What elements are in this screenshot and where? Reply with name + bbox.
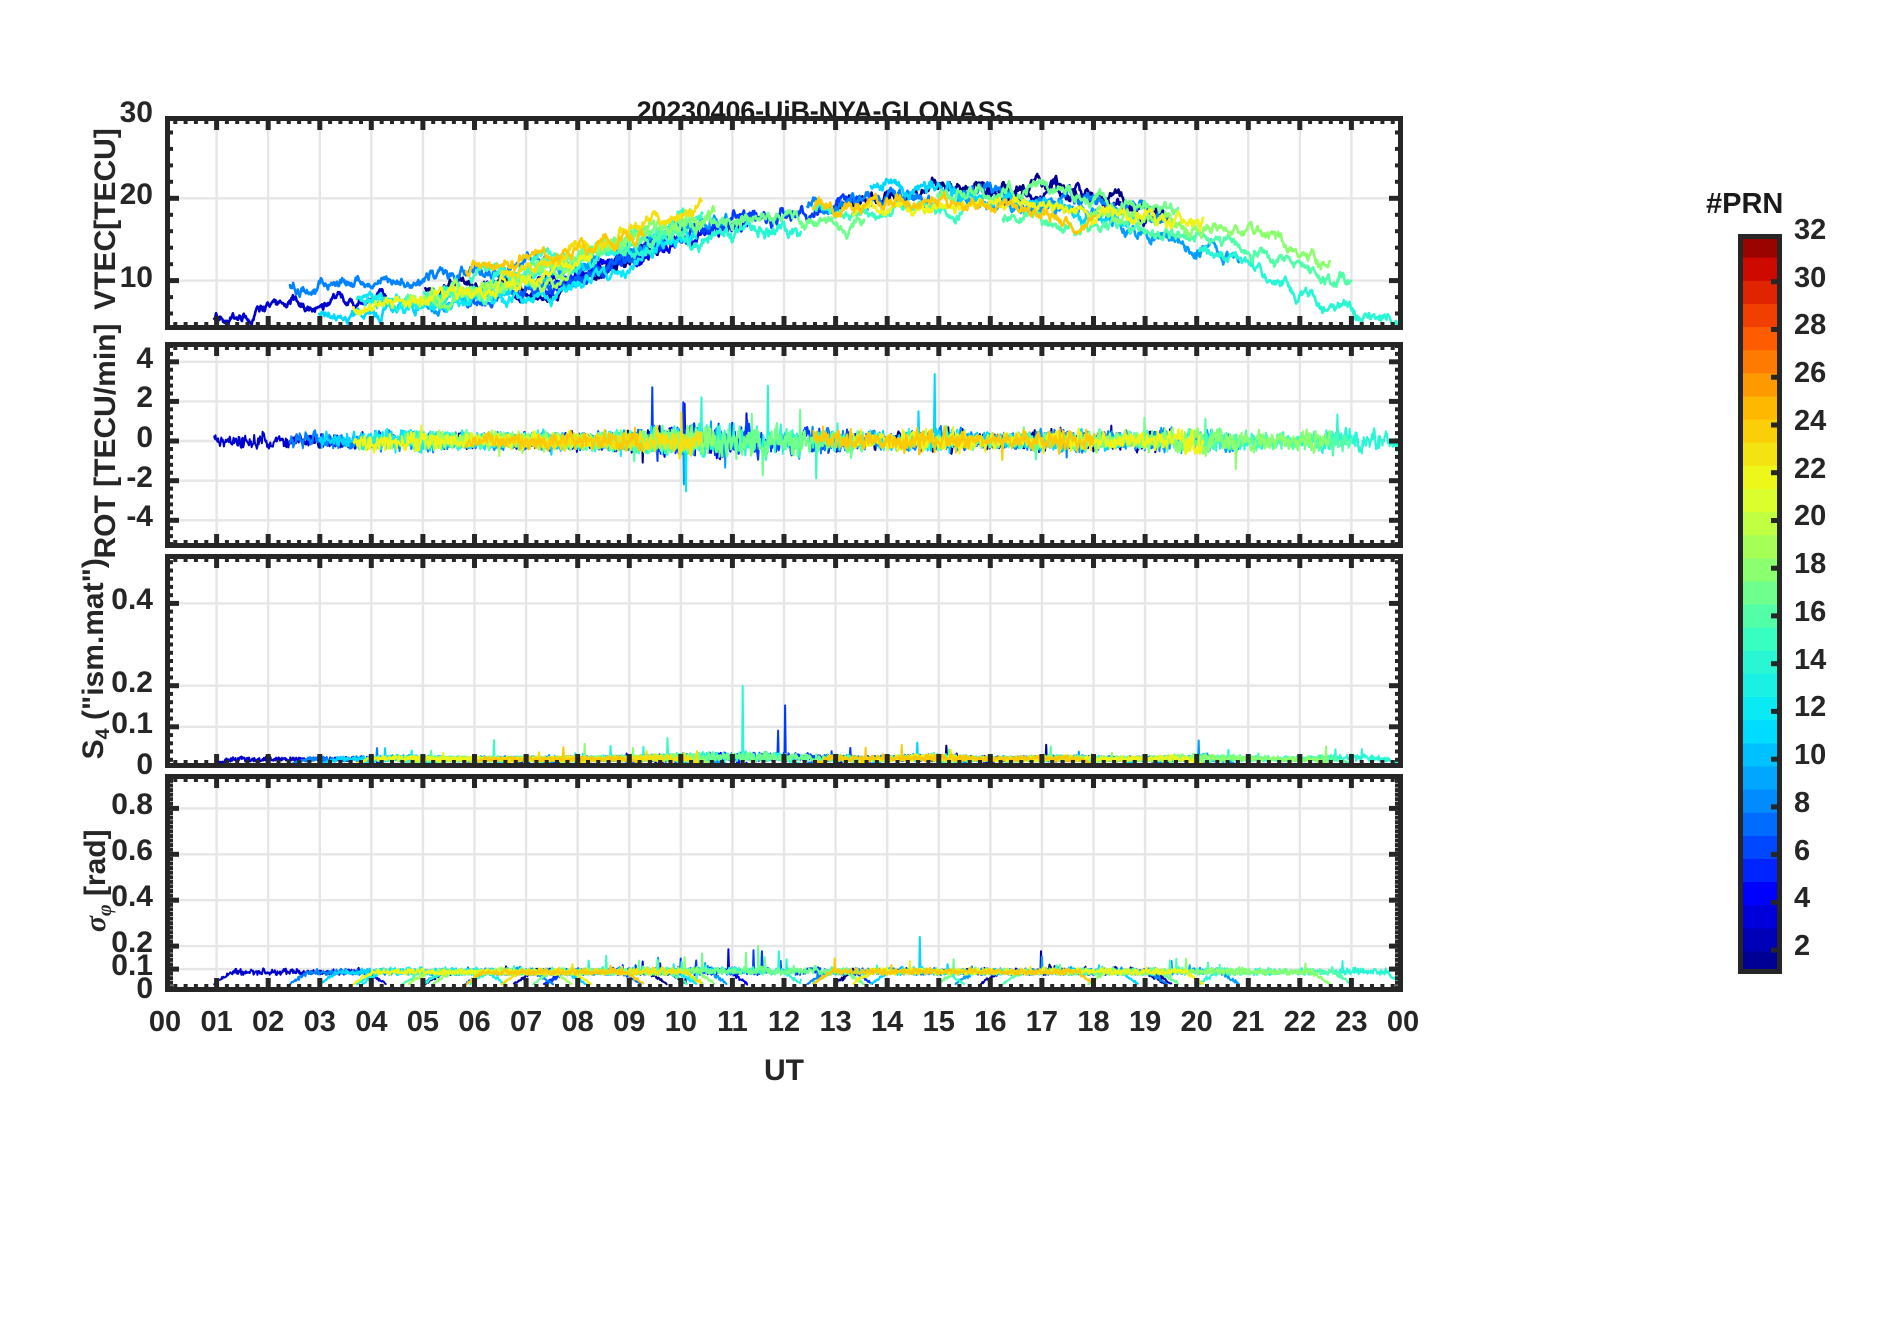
x-axis-tick-label: 13 [819,1006,852,1038]
x-axis-tick-label: 07 [509,1006,543,1038]
colorbar-tick-label: 16 [1794,595,1827,628]
x-axis-tick-label: 08 [561,1006,594,1038]
panel-vtec [165,116,1403,330]
panel4-ytick-label: 0.4 [111,880,153,914]
colorbar-tick-label: 28 [1794,309,1827,342]
panel4-ytick-label: 0.6 [111,834,153,868]
x-axis-tick-label: 00 [148,1006,182,1038]
panel1-ytick-label: 30 [119,96,153,129]
panel3-ytick-label: 0.4 [111,583,153,617]
colorbar-tick-label: 20 [1794,500,1827,533]
colorbar-tick-label: 30 [1794,261,1827,294]
x-axis-tick-label: 02 [252,1006,285,1038]
panel4-ytick-label: 0.2 [111,926,153,960]
x-axis-label: UT [764,1054,804,1087]
colorbar-tick-label: 14 [1794,643,1827,676]
x-axis-tick-label: 22 [1283,1006,1316,1038]
colorbar-tick-label: 2 [1794,930,1811,963]
x-axis-tick-label: 23 [1335,1006,1368,1038]
x-axis-tick-label: 04 [355,1006,388,1038]
colorbar-title: #PRN [1706,188,1784,220]
panel3-ytick-label: 0 [136,748,153,781]
panel4-ytick-label: 0 [136,972,153,1005]
x-axis-tick-label: 05 [406,1006,440,1038]
colorbar-tick-label: 24 [1794,404,1827,437]
panel-sigma-phi [165,774,1403,992]
panel-s4 [165,554,1403,768]
x-axis-tick-label: 19 [1128,1006,1162,1038]
panel1-ytick-label: 20 [119,178,153,212]
x-axis-tick-label: 01 [200,1006,233,1038]
x-axis-tick-label: 18 [1077,1006,1110,1038]
x-axis-tick-label: 21 [1232,1006,1265,1038]
colorbar-tick-label: 18 [1794,548,1827,581]
x-axis-tick-label: 10 [664,1006,697,1038]
x-axis-tick-label: 20 [1180,1006,1213,1038]
panel3-ytick-label: 0.1 [111,706,153,740]
panel2-ytick-label: 2 [136,381,153,415]
colorbar-tick-label: 10 [1794,739,1827,772]
panel2-ytick-label: -4 [126,500,153,534]
colorbar-tick-label: 32 [1794,214,1827,246]
panel2-ytick-label: -2 [126,460,153,494]
panel1-ytick-label: 10 [119,260,153,294]
x-axis-tick-label: 09 [613,1006,646,1038]
x-axis-tick-label: 06 [458,1006,491,1038]
panel2-ytick-label: 4 [136,341,153,375]
colorbar-tick-label: 22 [1794,452,1827,485]
x-axis-tick-label: 12 [767,1006,801,1038]
panel4-ytick-label: 0.8 [111,788,153,822]
colorbar-tick-label: 8 [1794,786,1811,819]
colorbar-tick-label: 6 [1794,834,1811,867]
x-axis-tick-label: 17 [1025,1006,1059,1038]
x-axis-tick-label: 00 [1386,1006,1420,1038]
x-axis-tick-label: 03 [303,1006,336,1038]
panel2-ytick-label: 0 [136,421,153,455]
panel3-ytick-label: 0.2 [111,665,153,699]
colorbar-tick-label: 26 [1794,357,1827,390]
colorbar [1738,234,1782,974]
x-axis-tick-label: 15 [922,1006,955,1038]
panel-rot [165,342,1403,548]
x-axis-tick-label: 14 [871,1006,904,1038]
colorbar-tick-label: 4 [1794,882,1811,915]
panel4-ytick-label: 0.1 [111,949,153,983]
x-axis-tick-label: 16 [974,1006,1007,1038]
x-axis-tick-label: 11 [717,1006,748,1038]
colorbar-tick-label: 12 [1794,691,1827,724]
